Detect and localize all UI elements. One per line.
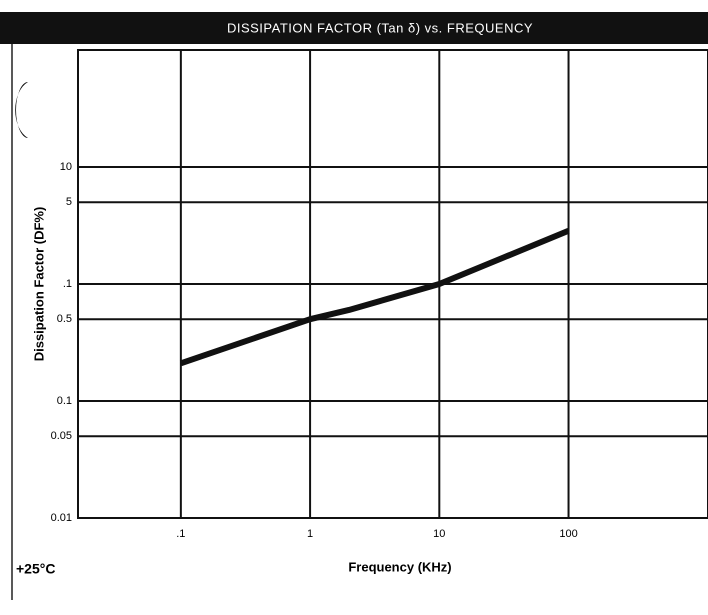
- x-tick-label: .1: [176, 528, 185, 540]
- x-tick-label: 100: [559, 528, 577, 540]
- y-tick-label: 10: [60, 161, 72, 173]
- x-tick-label: 1: [307, 528, 313, 540]
- y-tick-label: 0.5: [57, 313, 72, 325]
- data-line: [179, 228, 570, 367]
- x-tick-label: 10: [433, 528, 445, 540]
- y-tick-label: 5: [66, 196, 72, 208]
- y-axis-label: Dissipation Factor (DF%): [31, 207, 46, 362]
- y-tick-label: 0.1: [57, 395, 72, 407]
- y-tick-label: 0.05: [51, 430, 72, 442]
- x-axis-label: Frequency (KHz): [348, 559, 451, 574]
- y-tick-label: 0.01: [51, 512, 72, 524]
- y-tick-label: .1: [63, 278, 72, 290]
- chart-title: DISSIPATION FACTOR (Tan δ) vs. FREQUENCY: [227, 20, 533, 35]
- annotation: +25°C: [16, 561, 55, 577]
- header-bar: [0, 12, 708, 44]
